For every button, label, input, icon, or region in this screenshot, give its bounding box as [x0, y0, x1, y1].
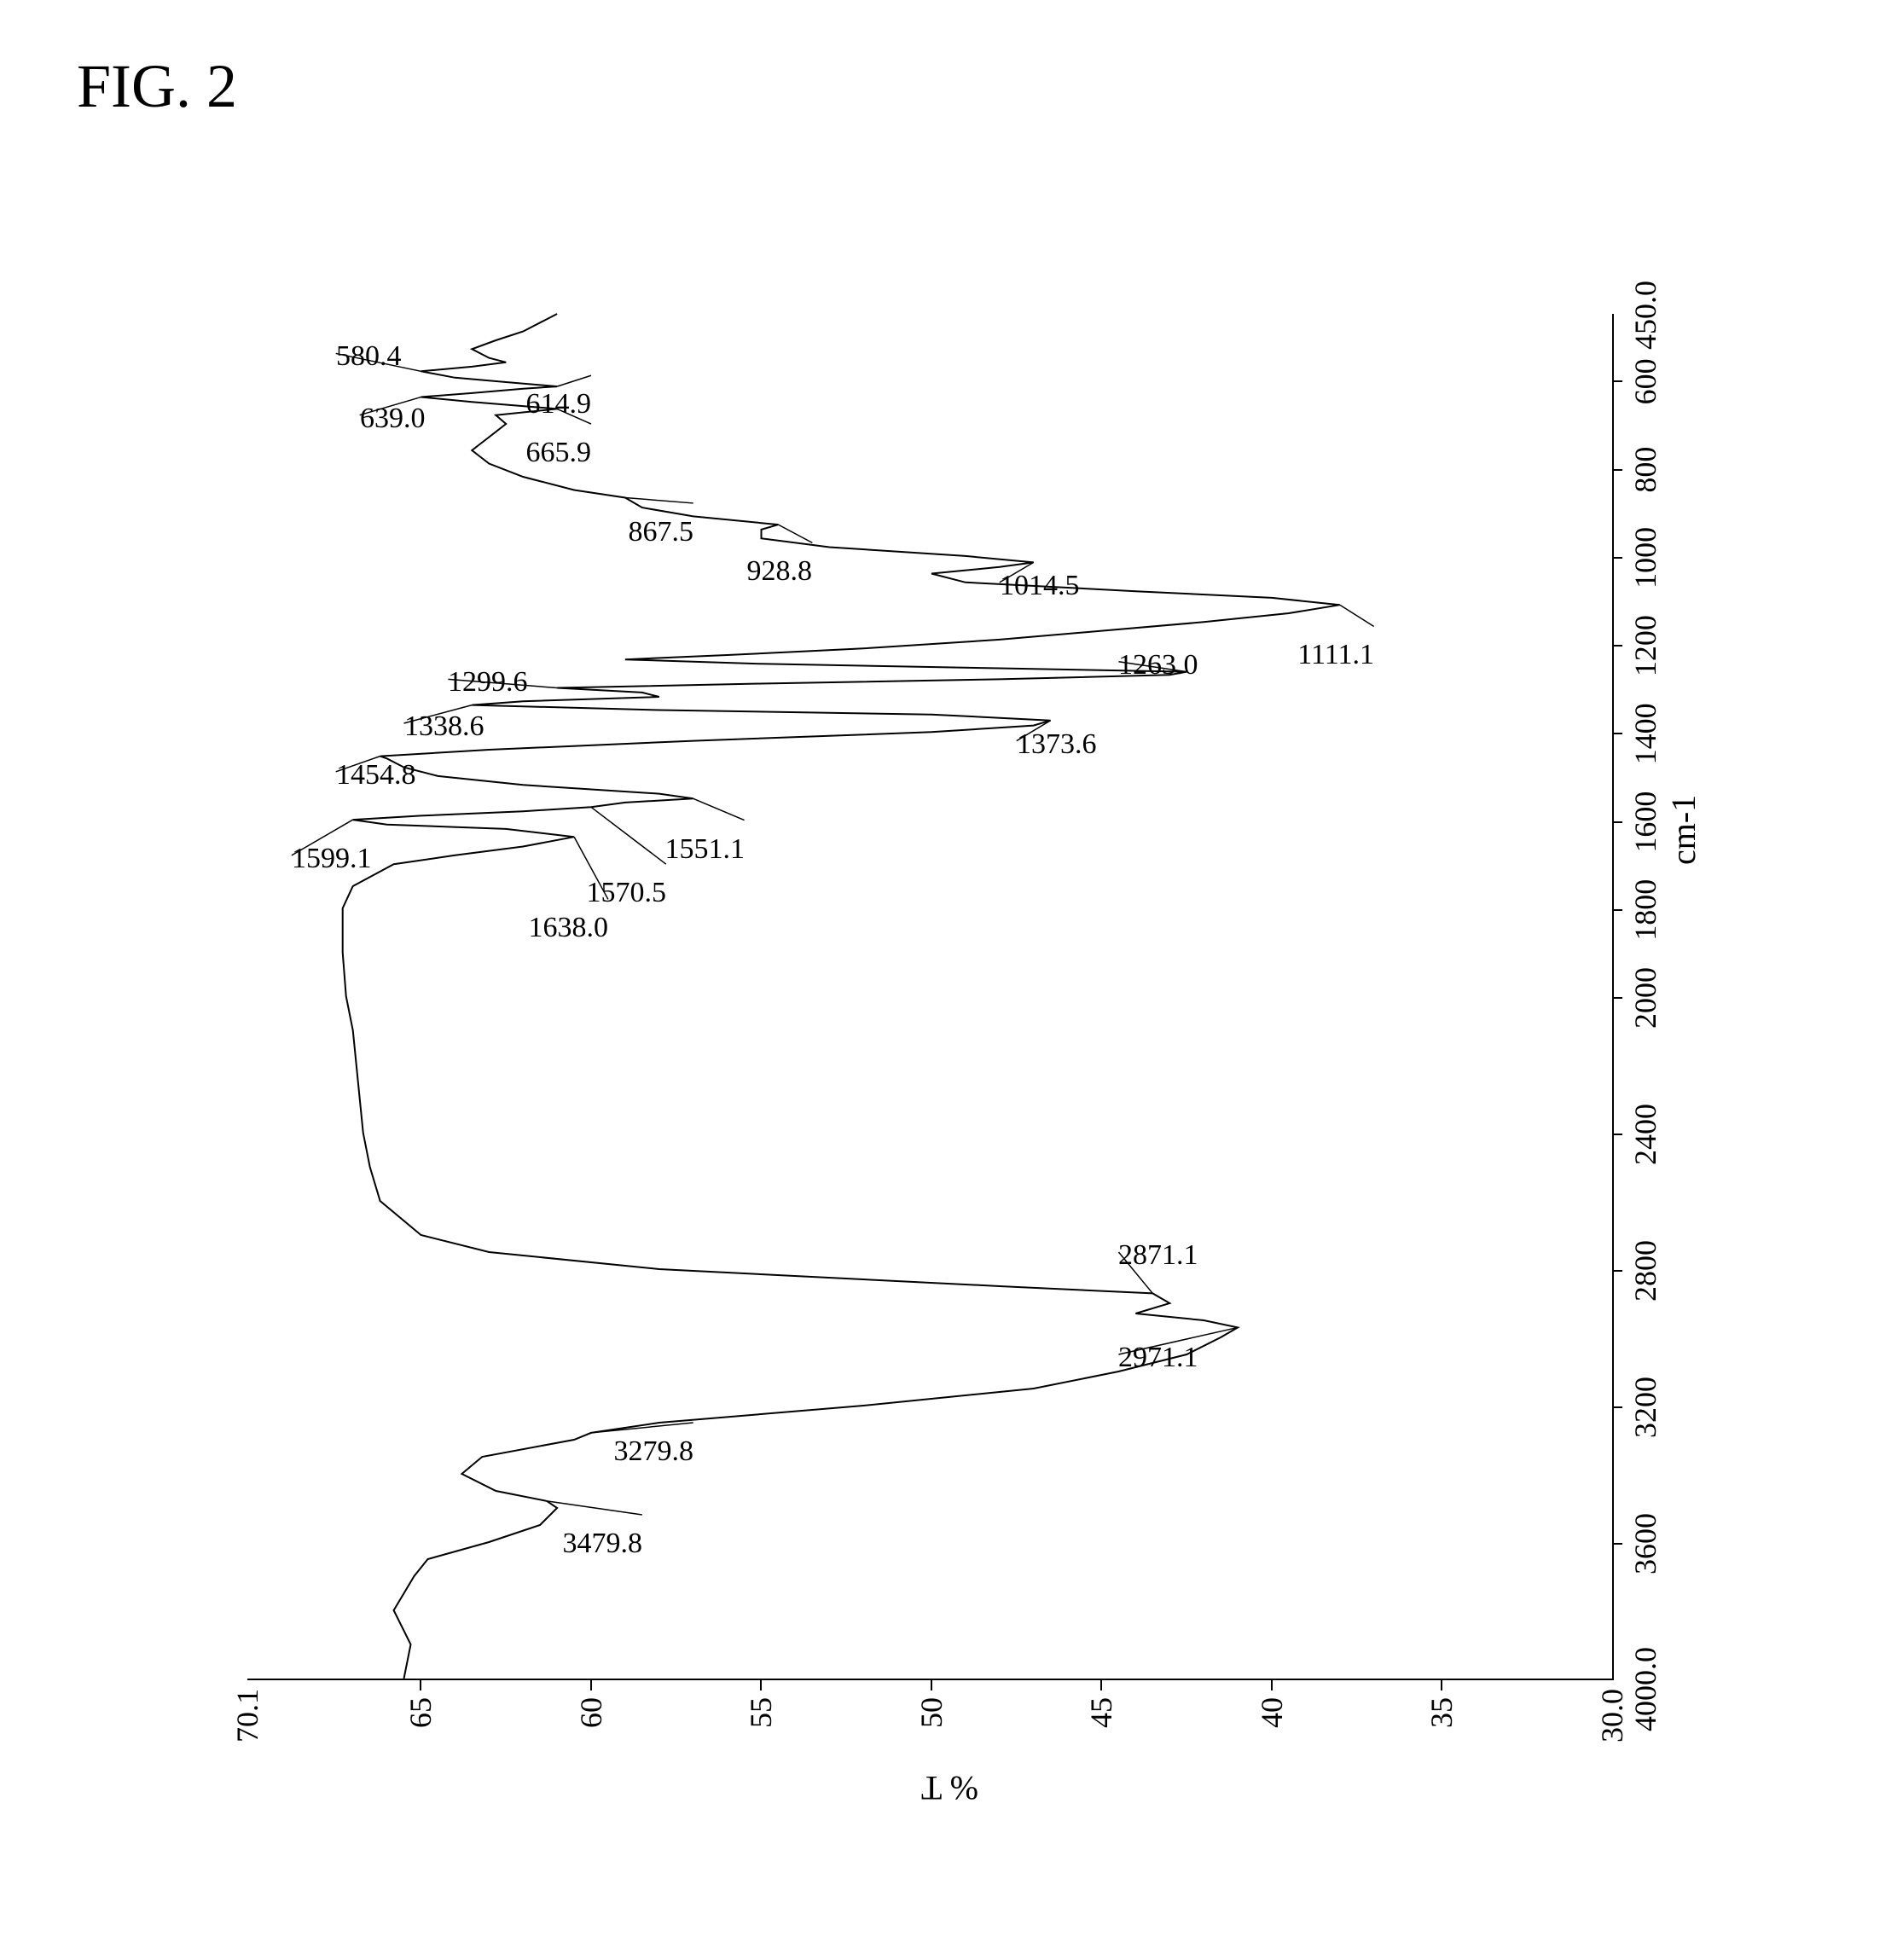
x-tick-label: 2000 — [1627, 967, 1663, 1029]
y-tick-mark — [931, 1680, 932, 1690]
y-tick-label: 55 — [743, 1697, 779, 1766]
spectrum-svg — [247, 314, 1612, 1679]
peak-label: 665.9 — [525, 437, 591, 469]
x-tick-label: 3600 — [1627, 1513, 1663, 1574]
x-tick-mark — [1612, 1406, 1622, 1408]
x-tick-label: 2400 — [1627, 1104, 1663, 1165]
peak-label: 1338.6 — [404, 710, 484, 743]
peak-label: 3279.8 — [613, 1435, 693, 1468]
y-tick-mark — [1100, 1680, 1102, 1690]
y-tick-mark — [420, 1680, 421, 1690]
x-tick-mark — [1612, 909, 1622, 911]
peak-leader-line — [778, 525, 812, 542]
peak-leader-line — [547, 1501, 642, 1515]
x-tick-mark — [1612, 469, 1622, 471]
y-tick-mark — [1271, 1680, 1273, 1690]
peak-label: 1454.8 — [336, 759, 416, 792]
x-tick-mark — [1612, 1270, 1622, 1272]
x-tick-mark — [1612, 997, 1622, 999]
chart-rotated-wrapper: 3479.8 3279.8 2971.1 2871.1 1638.0 1599.1 1570… — [119, 188, 1783, 1851]
y-tick-label: 45 — [1083, 1697, 1119, 1766]
peak-label: 928.8 — [747, 555, 813, 588]
peak-label: 867.5 — [628, 516, 693, 548]
peak-label: 1599.1 — [292, 843, 372, 875]
figure-container: FIG. 2 3479.8 3279.8 2971.1 2871.1 1638.0 159… — [34, 34, 1869, 1926]
x-tick-label: 800 — [1627, 447, 1663, 493]
y-axis-label: % T — [921, 1768, 978, 1808]
x-tick-mark — [1612, 1134, 1622, 1135]
peak-label: 1373.6 — [1017, 728, 1097, 761]
x-tick-label: 600 — [1627, 358, 1663, 404]
x-tick-label: 1600 — [1627, 792, 1663, 853]
y-end-bottom: 30.0 — [1594, 1689, 1630, 1774]
x-tick-label: 1200 — [1627, 615, 1663, 676]
peak-label: 1551.1 — [664, 833, 745, 866]
peak-label: 1263.0 — [1118, 649, 1198, 681]
spectrum-trace — [343, 314, 1340, 1679]
x-tick-mark — [1612, 645, 1622, 647]
peak-label: 614.9 — [525, 388, 591, 420]
y-tick-mark — [590, 1680, 592, 1690]
peak-label: 1638.0 — [528, 912, 608, 944]
peak-label: 1299.6 — [448, 666, 528, 699]
peak-leader-line — [591, 1423, 693, 1433]
x-tick-label: 1400 — [1627, 703, 1663, 764]
peak-label: 2871.1 — [1118, 1239, 1198, 1272]
x-tick-label: 2800 — [1627, 1240, 1663, 1302]
figure-title: FIG. 2 — [77, 51, 237, 122]
peak-label: 1570.5 — [586, 877, 666, 909]
x-end-left: 4000.0 — [1627, 1647, 1663, 1731]
peak-leader-line — [591, 807, 666, 864]
y-tick-label: 50 — [914, 1697, 949, 1766]
peak-label: 2971.1 — [1118, 1342, 1198, 1374]
x-tick-mark — [1612, 380, 1622, 382]
x-tick-label: 1000 — [1627, 527, 1663, 589]
peak-label: 3479.8 — [562, 1528, 642, 1560]
peak-label: 1111.1 — [1297, 639, 1374, 671]
x-tick-mark — [1612, 733, 1622, 734]
y-tick-label: 35 — [1424, 1697, 1459, 1766]
plot-area: 3479.8 3279.8 2971.1 2871.1 1638.0 1599.1 1570… — [247, 314, 1614, 1680]
y-tick-mark — [1441, 1680, 1442, 1690]
x-tick-label: 3200 — [1627, 1377, 1663, 1438]
y-end-top: 70.1 — [229, 1689, 265, 1774]
peak-leader-line — [693, 798, 745, 820]
x-end-right: 450.0 — [1627, 281, 1663, 350]
x-tick-mark — [1612, 1543, 1622, 1545]
peak-label: 1014.5 — [1000, 570, 1080, 602]
peak-label: 580.4 — [336, 340, 402, 373]
y-tick-label: 60 — [573, 1697, 609, 1766]
x-tick-mark — [1612, 821, 1622, 823]
x-tick-label: 1800 — [1627, 879, 1663, 941]
peak-leader-line — [557, 375, 591, 386]
peak-label: 639.0 — [360, 403, 426, 435]
y-tick-label: 40 — [1254, 1697, 1290, 1766]
x-tick-mark — [1612, 557, 1622, 559]
y-tick-label: 65 — [403, 1697, 438, 1766]
peak-leader-line — [1340, 605, 1374, 626]
peak-leader-line — [625, 497, 693, 502]
x-axis-label: cm-1 — [1663, 795, 1703, 865]
y-tick-mark — [760, 1680, 762, 1690]
